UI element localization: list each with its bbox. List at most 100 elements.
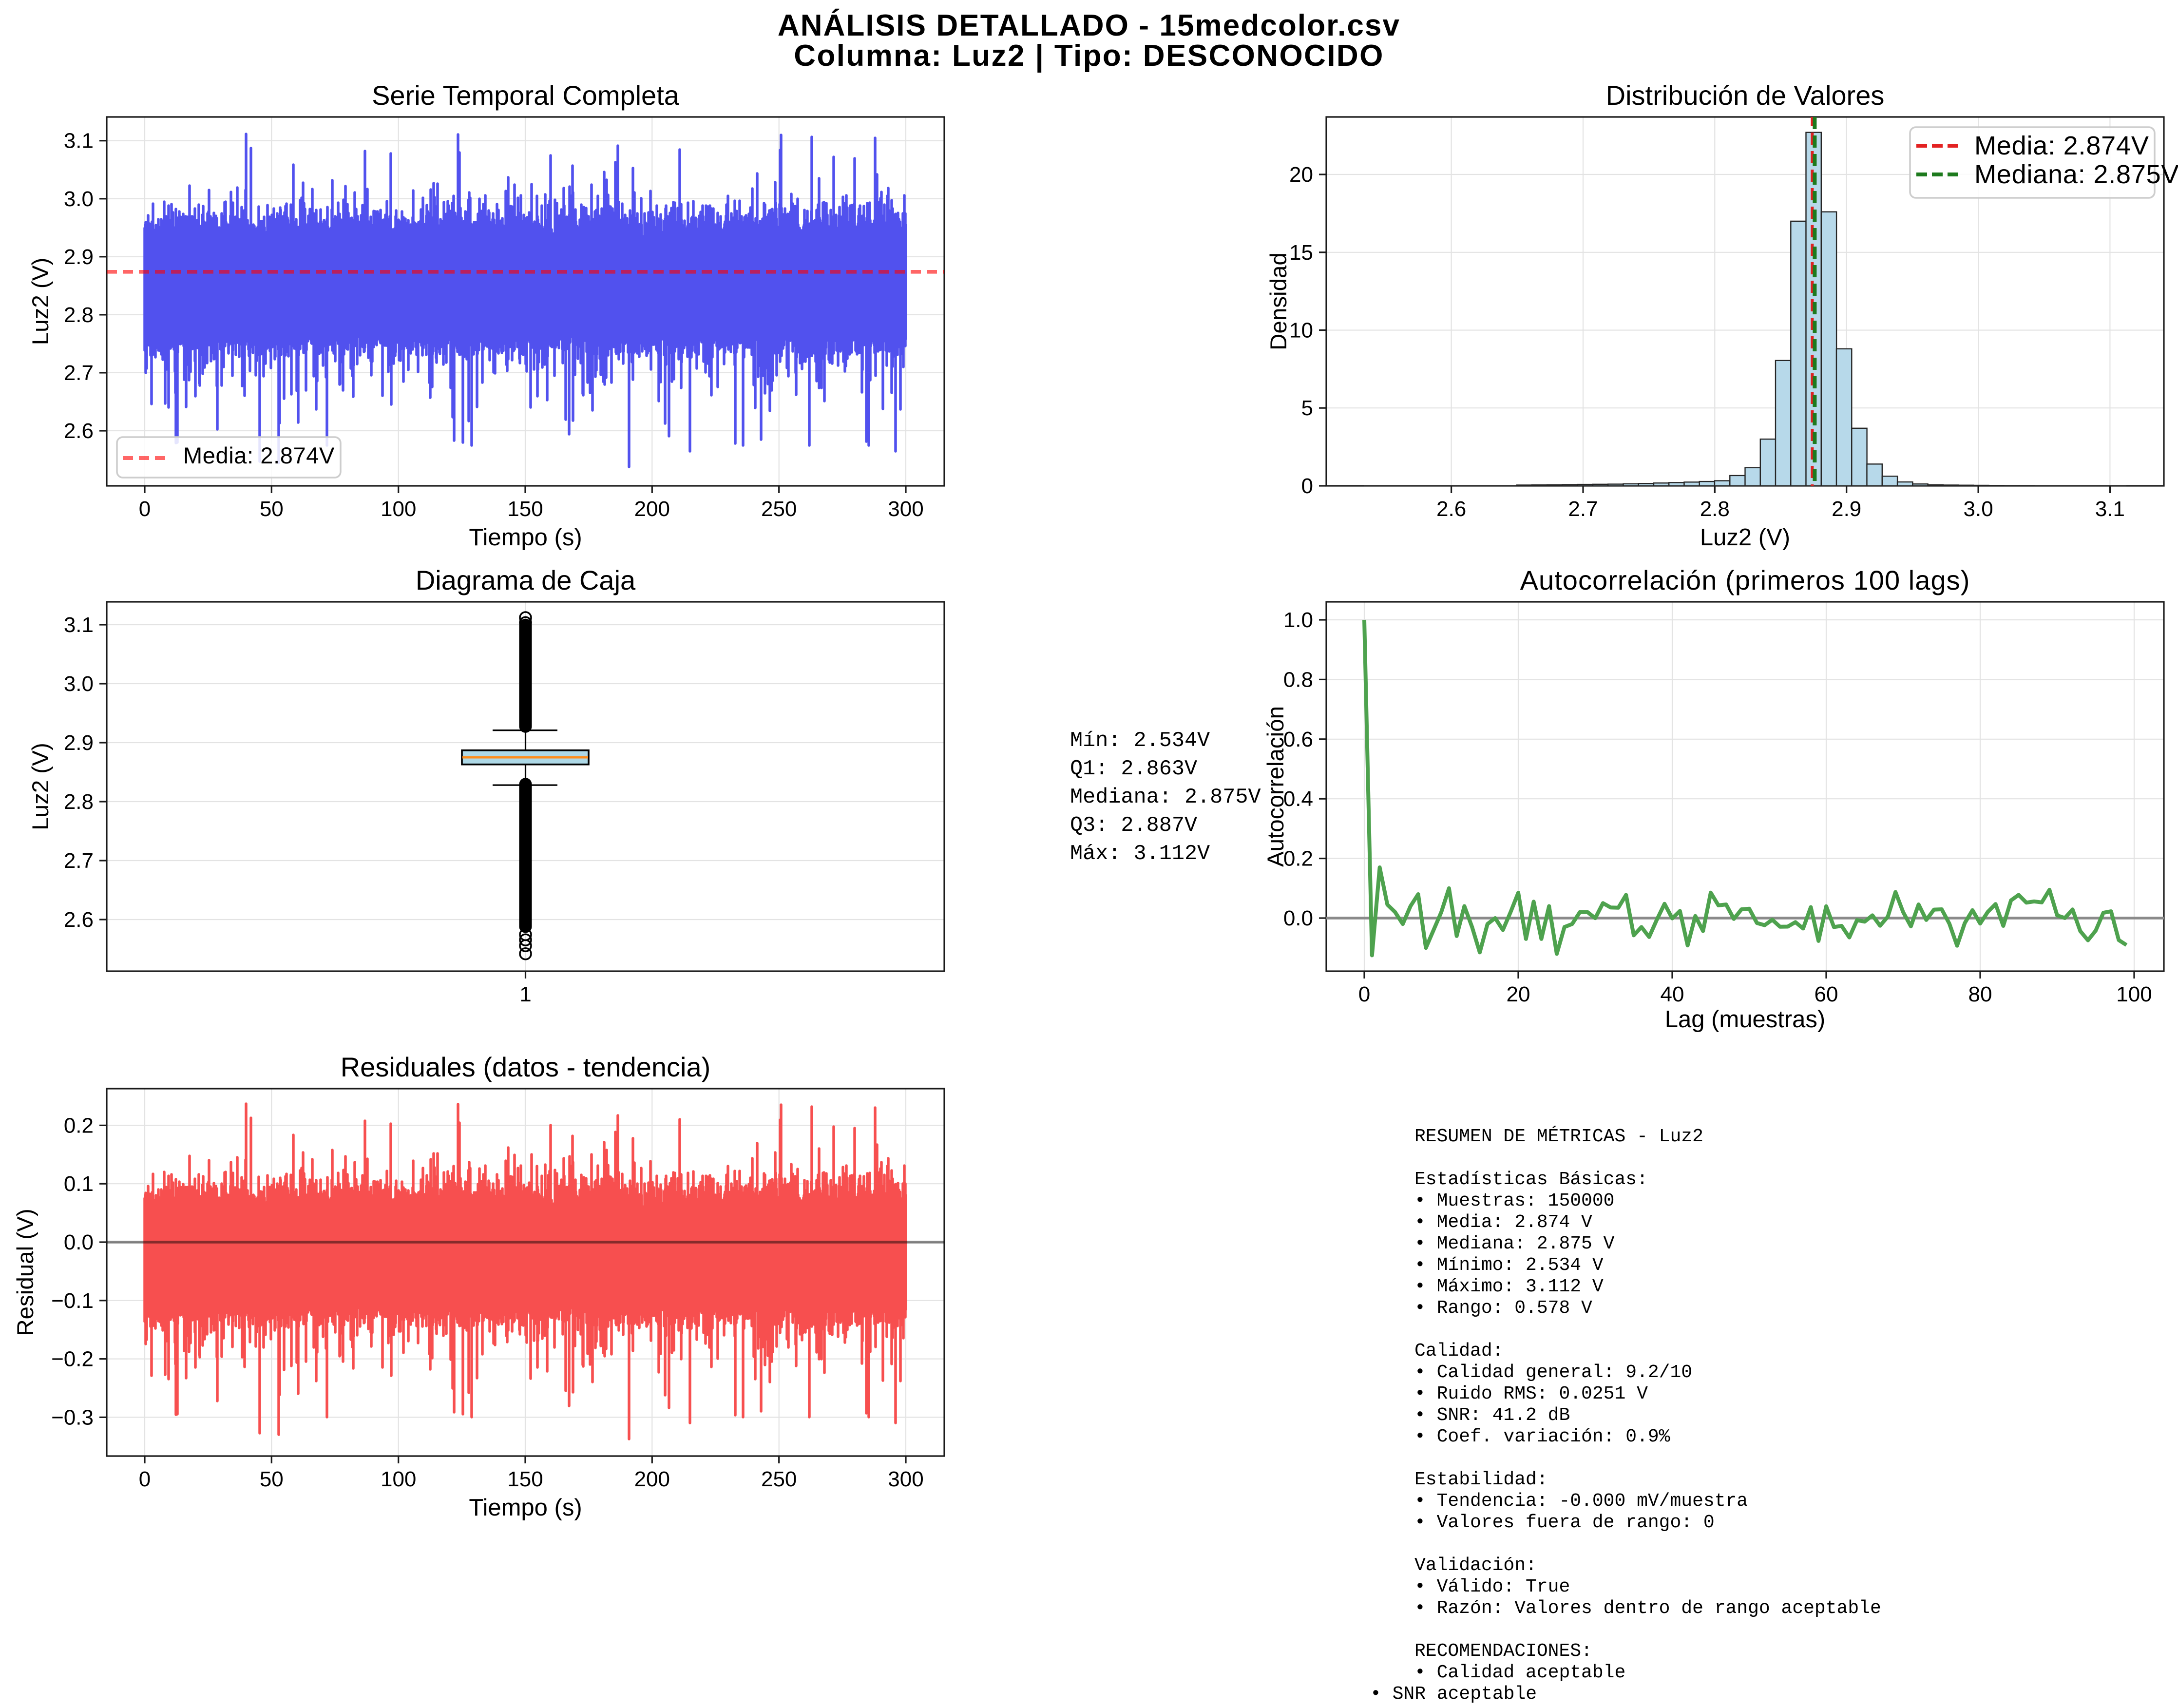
svg-text:0: 0 <box>1301 474 1313 498</box>
svg-text:3.0: 3.0 <box>1964 497 1993 521</box>
svg-text:3.1: 3.1 <box>64 613 94 637</box>
svg-text:Autocorrelación (primeros 100: Autocorrelación (primeros 100 lags) <box>1520 565 1970 595</box>
svg-text:1.0: 1.0 <box>1283 608 1313 632</box>
svg-text:0.1: 0.1 <box>64 1172 94 1196</box>
svg-text:3.1: 3.1 <box>2095 497 2125 521</box>
svg-text:0.8: 0.8 <box>1283 668 1313 691</box>
svg-text:Densidad: Densidad <box>1266 252 1292 350</box>
svg-text:20: 20 <box>1507 982 1530 1006</box>
svg-text:• Coef. variación: 0.9%: • Coef. variación: 0.9% <box>1414 1426 1670 1447</box>
svg-text:2.7: 2.7 <box>64 361 94 385</box>
svg-text:Q3: 2.887V: Q3: 2.887V <box>1070 814 1197 838</box>
svg-text:200: 200 <box>634 497 670 521</box>
svg-text:Media: 2.874V: Media: 2.874V <box>183 442 335 468</box>
svg-text:2.7: 2.7 <box>64 849 94 873</box>
svg-text:5: 5 <box>1301 396 1313 420</box>
svg-text:Distribución de Valores: Distribución de Valores <box>1606 80 1885 111</box>
svg-text:300: 300 <box>888 497 923 521</box>
svg-text:−0.3: −0.3 <box>51 1405 94 1429</box>
svg-text:0.2: 0.2 <box>1283 847 1313 871</box>
svg-text:• Válido: True: • Válido: True <box>1414 1576 1570 1597</box>
svg-text:100: 100 <box>381 497 416 521</box>
svg-text:Luz2 (V): Luz2 (V) <box>28 743 54 830</box>
svg-text:2.9: 2.9 <box>1832 497 1861 521</box>
svg-text:80: 80 <box>1968 982 1992 1006</box>
svg-text:ANÁLISIS DETALLADO - 15medcolo: ANÁLISIS DETALLADO - 15medcolor.csv <box>778 9 1400 42</box>
svg-text:150: 150 <box>507 1467 543 1491</box>
svg-text:0.0: 0.0 <box>64 1230 94 1254</box>
svg-text:• Máximo: 3.112 V: • Máximo: 3.112 V <box>1414 1276 1604 1297</box>
svg-text:Luz2 (V): Luz2 (V) <box>28 258 54 345</box>
svg-text:−0.1: −0.1 <box>51 1289 94 1313</box>
svg-text:100: 100 <box>2116 982 2152 1006</box>
svg-text:10: 10 <box>1289 319 1313 343</box>
svg-text:• Muestras: 150000: • Muestras: 150000 <box>1414 1190 1614 1211</box>
svg-text:2.6: 2.6 <box>64 419 94 443</box>
svg-text:Estabilidad:: Estabilidad: <box>1414 1469 1548 1490</box>
svg-text:50: 50 <box>260 1467 284 1491</box>
svg-text:Residual (V): Residual (V) <box>13 1209 38 1336</box>
svg-text:• Ruido RMS: 0.0251 V: • Ruido RMS: 0.0251 V <box>1414 1383 1648 1404</box>
svg-text:• SNR: 41.2 dB: • SNR: 41.2 dB <box>1414 1405 1570 1426</box>
svg-text:Calidad:: Calidad: <box>1414 1341 1503 1362</box>
svg-text:40: 40 <box>1661 982 1684 1006</box>
svg-text:2.8: 2.8 <box>1700 497 1730 521</box>
svg-text:2.6: 2.6 <box>1436 497 1466 521</box>
svg-text:Q1: 2.863V: Q1: 2.863V <box>1070 757 1197 781</box>
svg-text:−0.2: −0.2 <box>51 1347 94 1371</box>
svg-text:2.9: 2.9 <box>64 245 94 269</box>
svg-text:150: 150 <box>507 497 543 521</box>
svg-text:2.7: 2.7 <box>1568 497 1598 521</box>
svg-text:2.9: 2.9 <box>64 731 94 755</box>
svg-text:Máx: 3.112V: Máx: 3.112V <box>1070 842 1210 866</box>
svg-text:• Mínimo: 2.534 V: • Mínimo: 2.534 V <box>1414 1255 1604 1276</box>
svg-text:Estadísticas Básicas:: Estadísticas Básicas: <box>1414 1169 1648 1190</box>
svg-text:• SNR aceptable: • SNR aceptable <box>1370 1684 1537 1705</box>
svg-text:20: 20 <box>1289 163 1313 187</box>
svg-text:0.2: 0.2 <box>64 1113 94 1137</box>
svg-text:2.6: 2.6 <box>64 908 94 932</box>
svg-text:• Razón: Valores dentro de ran: • Razón: Valores dentro de rango aceptab… <box>1414 1598 1881 1619</box>
svg-text:• Valores fuera de rango: 0: • Valores fuera de rango: 0 <box>1414 1512 1715 1533</box>
svg-text:15: 15 <box>1289 241 1313 265</box>
svg-text:RESUMEN DE MÉTRICAS - Luz2: RESUMEN DE MÉTRICAS - Luz2 <box>1414 1125 1703 1147</box>
svg-text:Diagrama de Caja: Diagrama de Caja <box>416 565 636 595</box>
svg-text:Residuales (datos - tendencia): Residuales (datos - tendencia) <box>341 1052 711 1082</box>
svg-text:• Rango: 0.578 V: • Rango: 0.578 V <box>1414 1298 1592 1319</box>
svg-text:0.4: 0.4 <box>1283 787 1313 811</box>
svg-text:Mín: 2.534V: Mín: 2.534V <box>1070 729 1210 753</box>
svg-text:100: 100 <box>381 1467 416 1491</box>
svg-text:0.0: 0.0 <box>1283 906 1313 930</box>
svg-text:• Media: 2.874 V: • Media: 2.874 V <box>1414 1212 1592 1233</box>
svg-text:Columna: Luz2 | Tipo: DESCONOC: Columna: Luz2 | Tipo: DESCONOCIDO <box>794 39 1384 73</box>
svg-text:• Calidad aceptable: • Calidad aceptable <box>1414 1662 1625 1683</box>
svg-text:3.1: 3.1 <box>64 129 94 153</box>
svg-text:250: 250 <box>761 497 797 521</box>
svg-text:50: 50 <box>260 497 284 521</box>
svg-text:3.0: 3.0 <box>64 187 94 211</box>
svg-text:• Calidad general: 9.2/10: • Calidad general: 9.2/10 <box>1414 1362 1692 1383</box>
svg-text:2.8: 2.8 <box>64 790 94 814</box>
svg-text:Luz2 (V): Luz2 (V) <box>1700 524 1790 551</box>
svg-text:Validación:: Validación: <box>1414 1555 1537 1576</box>
svg-text:3.0: 3.0 <box>64 672 94 696</box>
svg-text:• Tendencia: -0.000 mV/muestra: • Tendencia: -0.000 mV/muestra <box>1414 1491 1748 1512</box>
svg-text:2.8: 2.8 <box>64 303 94 327</box>
svg-text:200: 200 <box>634 1467 670 1491</box>
svg-text:1: 1 <box>519 982 531 1006</box>
svg-text:300: 300 <box>888 1467 923 1491</box>
svg-text:Autocorrelación: Autocorrelación <box>1263 706 1289 867</box>
svg-text:250: 250 <box>761 1467 797 1491</box>
svg-text:0: 0 <box>139 1467 151 1491</box>
svg-text:Tiempo (s): Tiempo (s) <box>469 524 582 551</box>
svg-text:• Mediana: 2.875 V: • Mediana: 2.875 V <box>1414 1233 1615 1254</box>
svg-text:Mediana: 2.875V: Mediana: 2.875V <box>1070 786 1261 809</box>
svg-text:RECOMENDACIONES:: RECOMENDACIONES: <box>1414 1641 1592 1662</box>
svg-text:Lag (muestras): Lag (muestras) <box>1665 1006 1826 1033</box>
svg-text:0: 0 <box>139 497 151 521</box>
svg-text:Mediana: 2.875V: Mediana: 2.875V <box>1974 160 2178 189</box>
svg-text:Media: 2.874V: Media: 2.874V <box>1974 131 2149 160</box>
svg-text:Tiempo (s): Tiempo (s) <box>469 1495 582 1521</box>
svg-text:60: 60 <box>1815 982 1838 1006</box>
svg-text:Serie Temporal Completa: Serie Temporal Completa <box>372 80 680 111</box>
